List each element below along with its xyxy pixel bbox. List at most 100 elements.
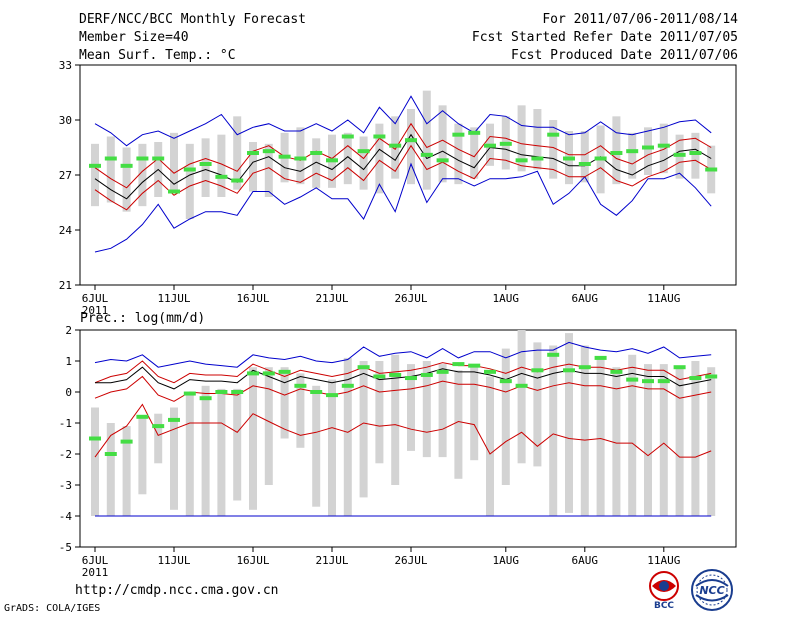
x-tick-label: 1AUG (493, 292, 520, 305)
variable-label: Mean Surf. Temp.: °C (79, 48, 236, 63)
ensemble-box (391, 354, 400, 485)
mode-marker (452, 362, 465, 367)
plot-frame (79, 329, 737, 548)
mode-marker (215, 390, 228, 394)
ensemble-box (375, 361, 384, 464)
mode-marker (594, 156, 607, 161)
y-tick-label: 2 (65, 324, 72, 337)
mode-marker (120, 163, 133, 168)
ensemble-box (517, 330, 526, 464)
mode-marker (531, 368, 544, 373)
mode-marker (689, 151, 702, 155)
ensemble-box (659, 123, 668, 174)
x-year-label: 2011 (82, 304, 109, 317)
y-tick-label: 0 (65, 386, 72, 399)
ensemble-box (422, 361, 431, 458)
x-tick-label: 6AUG (572, 292, 599, 305)
ensemble-box (122, 426, 131, 516)
ensemble-box (328, 379, 336, 516)
mode-marker (104, 156, 117, 161)
mode-marker (420, 152, 433, 157)
ensemble-box (233, 116, 242, 190)
x-tick-label: 11AUG (647, 292, 680, 305)
ncc-logo: NCC (688, 568, 736, 616)
mode-marker (578, 162, 591, 166)
mode-marker (626, 149, 639, 154)
ensemble-box (644, 364, 652, 516)
ensemble-box (138, 416, 147, 495)
ensemble-mean-line (94, 133, 712, 200)
x-tick-label: 6AUG (572, 554, 599, 567)
mode-marker (168, 189, 180, 194)
ensemble-box (170, 132, 178, 194)
mode-marker (484, 143, 496, 148)
source-url[interactable]: http://cmdp.ncc.cma.gov.cn (75, 583, 279, 598)
mode-marker (405, 138, 417, 143)
mode-marker (262, 371, 275, 376)
ensemble-mean-line (95, 366, 712, 390)
y-tick-label: 30 (59, 114, 72, 127)
ensemble-box (533, 342, 542, 467)
precip-panel-title: Prec.: log(mm/d) (80, 311, 205, 326)
mode-marker (673, 365, 686, 370)
forecast-produced-date: Fcst Produced Date 2011/07/06 (511, 48, 738, 63)
x-tick-label: 11JUL (157, 292, 190, 305)
mode-marker (294, 156, 307, 161)
ncc-logo-text: NCC (699, 584, 724, 597)
ensemble-box (628, 354, 637, 516)
mode-marker (657, 143, 670, 148)
ensemble-box (454, 370, 463, 479)
mode-marker (357, 365, 370, 370)
ensemble-box (596, 357, 605, 516)
ensemble-box (170, 407, 178, 510)
mode-marker (610, 369, 623, 374)
mode-marker (310, 390, 323, 394)
y-tick-label: 21 (59, 279, 72, 292)
ensemble-box (517, 105, 526, 172)
y-tick-label: -4 (59, 510, 73, 523)
ensemble-box (296, 127, 305, 185)
mode-marker (468, 130, 481, 135)
forecast-period: For 2011/07/06-2011/08/14 (542, 12, 738, 27)
outer-upper-line (94, 341, 712, 368)
ensemble-box (533, 109, 542, 170)
mode-marker (247, 151, 259, 155)
x-tick-label: 6JUL (82, 554, 109, 567)
ensemble-box (501, 348, 510, 485)
y-tick-label: 1 (65, 355, 72, 368)
mode-marker (136, 156, 149, 161)
x-tick-label: 16JUL (236, 554, 269, 567)
ensemble-box (91, 143, 99, 207)
mode-marker (420, 372, 433, 377)
mode-marker (278, 369, 291, 374)
ensemble-box (264, 367, 273, 485)
mode-marker (152, 424, 165, 429)
mode-marker (594, 355, 607, 360)
lower-red-line (94, 403, 712, 458)
ensemble-box (233, 388, 242, 501)
ensemble-box (312, 138, 321, 188)
mode-marker (199, 162, 212, 166)
mode-marker (183, 391, 196, 396)
x-tick-label: 21JUL (315, 554, 348, 567)
ensemble-box (106, 423, 115, 516)
mode-marker (626, 377, 639, 382)
outer-upper-line (94, 95, 712, 147)
inner-lower-line (94, 375, 712, 402)
y-tick-label: -3 (59, 479, 72, 492)
bcc-logo-text: BCC (654, 601, 674, 610)
mode-marker (547, 352, 560, 357)
ensemble-box (91, 407, 99, 516)
x-tick-label: 11AUG (647, 554, 680, 567)
ensemble-box (122, 147, 131, 212)
mode-marker (515, 383, 528, 388)
ensemble-box (154, 413, 163, 464)
mode-marker (373, 374, 386, 379)
ensemble-box (359, 361, 368, 498)
y-tick-label: 24 (59, 224, 73, 237)
inner-upper-line (94, 122, 712, 189)
y-tick-label: 27 (59, 169, 72, 182)
mode-marker (389, 372, 402, 377)
member-size-label: Member Size=40 (79, 30, 189, 45)
mode-marker (136, 414, 149, 419)
